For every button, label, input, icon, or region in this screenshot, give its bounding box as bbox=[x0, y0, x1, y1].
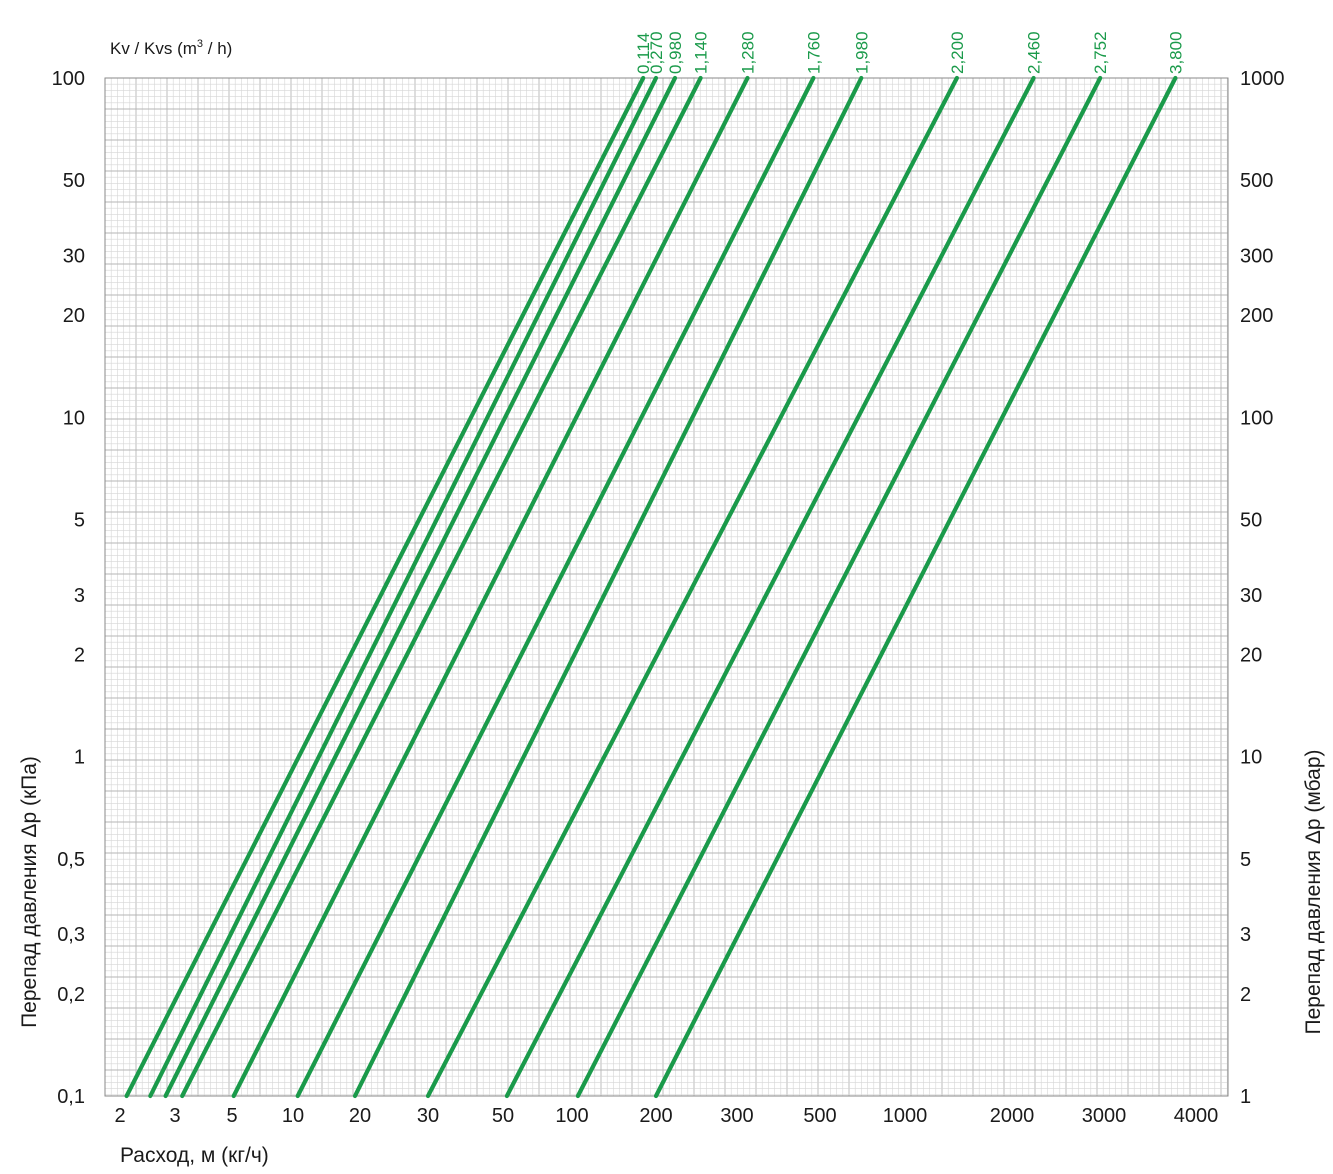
series-line-3 bbox=[163, 75, 678, 1099]
y-tick-left-11: 30 bbox=[63, 245, 85, 267]
series-line-6 bbox=[295, 75, 816, 1099]
x-tick-6: 30 bbox=[417, 1105, 439, 1127]
y-ticks-left: 0,1 0,2 0,3 0,5 1 2 3 5 10 20 30 50 100 bbox=[52, 68, 85, 1108]
series-line-9 bbox=[504, 75, 1036, 1099]
y-tick-left-9: 10 bbox=[63, 407, 85, 429]
y-tick-right-2: 2 bbox=[1240, 984, 1251, 1006]
y-tick-right-12: 500 bbox=[1240, 170, 1273, 192]
y-tick-left-10: 20 bbox=[63, 305, 85, 327]
x-tick-3: 5 bbox=[226, 1105, 237, 1127]
y-tick-right-8: 50 bbox=[1240, 510, 1262, 532]
x-ticks: 2 3 5 10 20 30 50 100 200 300 500 1000 2000 3000 4000 bbox=[114, 1105, 1218, 1127]
x-tick-2: 3 bbox=[169, 1105, 180, 1127]
series-line-7 bbox=[352, 75, 864, 1099]
y-tick-left-6: 2 bbox=[74, 645, 85, 667]
x-tick-13: 2000 bbox=[990, 1105, 1035, 1127]
y-tick-right-1: 1 bbox=[1240, 1086, 1251, 1108]
x-tick-10: 300 bbox=[720, 1105, 753, 1127]
series-line-8 bbox=[425, 75, 960, 1099]
y-tick-left-4: 0,5 bbox=[57, 849, 85, 871]
y-tick-right-13: 1000 bbox=[1240, 68, 1285, 90]
y-axis-title-left: Перепад давления Δр (кПа) bbox=[18, 756, 41, 1028]
x-tick-4: 10 bbox=[282, 1105, 304, 1127]
series-line-10 bbox=[575, 75, 1103, 1099]
x-tick-12: 1000 bbox=[883, 1105, 928, 1127]
plot-border bbox=[104, 77, 1229, 1097]
x-tick-9: 200 bbox=[639, 1105, 672, 1127]
series-label-3: 0,980 bbox=[666, 31, 685, 74]
series-line-1 bbox=[124, 75, 646, 1099]
series-label-10: 2,752 bbox=[1091, 31, 1110, 74]
y-tick-left-8: 5 bbox=[74, 510, 85, 532]
y-tick-left-5: 1 bbox=[74, 747, 85, 769]
x-tick-5: 20 bbox=[349, 1105, 371, 1127]
y-tick-left-1: 0,1 bbox=[57, 1086, 85, 1108]
y-tick-right-10: 200 bbox=[1240, 305, 1273, 327]
y-tick-right-3: 3 bbox=[1240, 924, 1251, 946]
series-line-2 bbox=[148, 75, 659, 1099]
series-label-5: 1,280 bbox=[739, 31, 758, 74]
y-tick-right-9: 100 bbox=[1240, 407, 1273, 429]
series-line-11 bbox=[653, 75, 1178, 1099]
series-label-2: 0,270 bbox=[647, 31, 666, 74]
series-label-4: 1,140 bbox=[692, 31, 711, 74]
series-lines bbox=[124, 75, 1178, 1099]
series-label-7: 1,980 bbox=[852, 31, 871, 74]
y-tick-left-7: 3 bbox=[74, 585, 85, 607]
y-ticks-right: 1 2 3 5 10 20 30 50 100 200 300 500 1000 bbox=[1240, 68, 1285, 1108]
x-tick-7: 50 bbox=[492, 1105, 514, 1127]
y-tick-right-11: 300 bbox=[1240, 245, 1273, 267]
y-tick-left-3: 0,3 bbox=[57, 924, 85, 946]
x-tick-1: 2 bbox=[114, 1105, 125, 1127]
y-tick-right-5: 10 bbox=[1240, 747, 1262, 769]
y-tick-right-7: 30 bbox=[1240, 585, 1262, 607]
x-axis-title: Расход, м (кг/ч) bbox=[120, 1144, 269, 1167]
series-line-5 bbox=[231, 75, 750, 1099]
x-tick-15: 4000 bbox=[1174, 1105, 1219, 1127]
y-tick-left-12: 50 bbox=[63, 170, 85, 192]
y-tick-right-6: 20 bbox=[1240, 645, 1262, 667]
x-tick-8: 100 bbox=[555, 1105, 588, 1127]
series-label-9: 2,460 bbox=[1025, 31, 1044, 74]
kv-axis-title: Kv / Kvs (m3 / h) bbox=[110, 38, 232, 58]
series-label-6: 1,760 bbox=[804, 31, 823, 74]
series-label-11: 3,800 bbox=[1166, 31, 1185, 74]
y-tick-right-4: 5 bbox=[1240, 849, 1251, 871]
x-tick-14: 3000 bbox=[1082, 1105, 1127, 1127]
series-label-1: 0,114 bbox=[634, 33, 653, 74]
x-tick-11: 500 bbox=[803, 1105, 836, 1127]
series-line-4 bbox=[180, 75, 703, 1099]
series-label-8: 2,200 bbox=[948, 31, 967, 74]
y-tick-left-13: 100 bbox=[52, 68, 85, 90]
y-axis-title-right: Перепад давления Δр (мбар) bbox=[1302, 750, 1325, 1035]
grid bbox=[104, 77, 1228, 1096]
y-tick-left-2: 0,2 bbox=[57, 984, 85, 1006]
